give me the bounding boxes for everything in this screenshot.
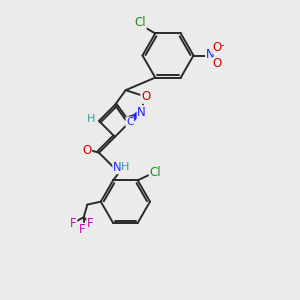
Text: O: O <box>82 144 91 157</box>
Text: O: O <box>141 90 150 103</box>
Text: N: N <box>137 106 146 119</box>
Text: F: F <box>87 217 94 230</box>
Text: N: N <box>113 160 122 174</box>
Text: O: O <box>213 40 222 54</box>
Text: Cl: Cl <box>134 16 146 29</box>
Text: C: C <box>126 117 134 127</box>
Text: H: H <box>86 113 95 124</box>
Text: F: F <box>79 223 86 236</box>
Text: N: N <box>206 48 214 62</box>
Text: Cl: Cl <box>149 166 161 179</box>
Text: O: O <box>213 57 222 70</box>
Text: +: + <box>211 47 218 56</box>
Text: -: - <box>220 40 224 50</box>
Text: H: H <box>121 162 130 172</box>
Text: F: F <box>70 217 77 230</box>
